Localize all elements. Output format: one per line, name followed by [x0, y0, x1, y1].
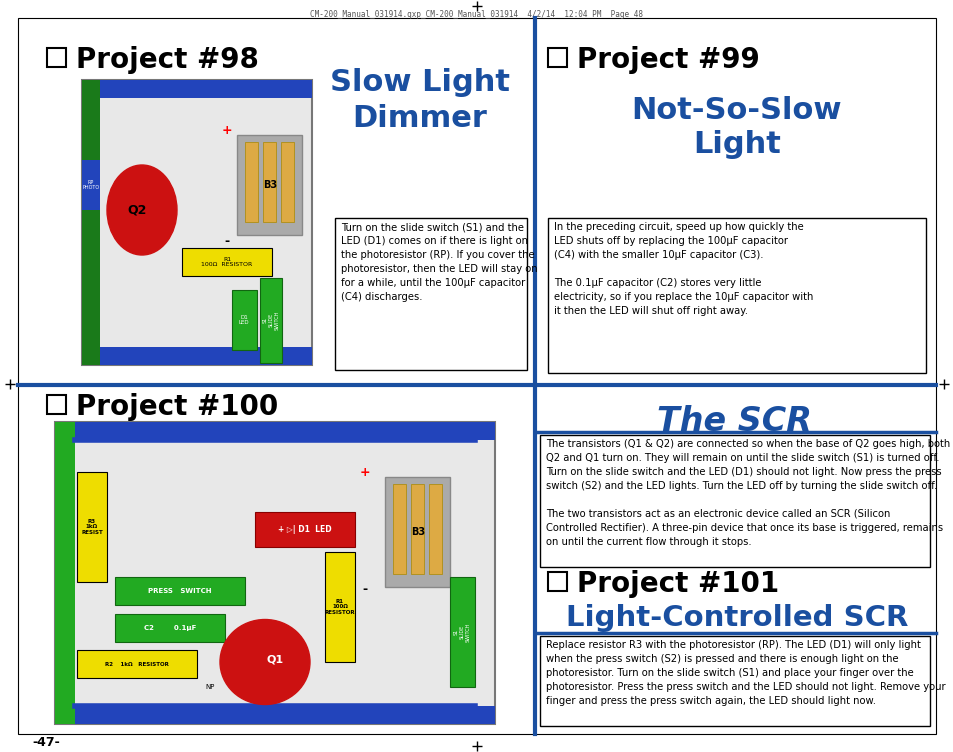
Bar [82, 160, 100, 210]
Text: Slow Light: Slow Light [330, 68, 510, 97]
Bar [539, 636, 929, 726]
Text: The SCR: The SCR [657, 405, 812, 438]
Bar [385, 477, 450, 587]
Text: R3
1kΩ
RESIST: R3 1kΩ RESIST [81, 519, 103, 535]
Text: Project #101: Project #101 [577, 570, 779, 598]
Text: C2        0.1μF: C2 0.1μF [144, 625, 196, 631]
Text: PRESS   SWITCH: PRESS SWITCH [148, 588, 212, 594]
Bar [429, 484, 441, 574]
Bar [47, 48, 66, 67]
Text: B3: B3 [411, 527, 425, 537]
Text: Q1: Q1 [266, 655, 283, 665]
Text: Project #99: Project #99 [577, 46, 759, 74]
Text: Dimmer: Dimmer [353, 104, 487, 133]
Bar [450, 577, 475, 687]
Bar [335, 218, 526, 370]
Text: CM-200_Manual_031914.qxp_CM-200_Manual_031914  4/2/14  12:04 PM  Page 48: CM-200_Manual_031914.qxp_CM-200_Manual_0… [310, 10, 643, 19]
Text: Q2: Q2 [127, 204, 147, 217]
Text: D1
LED: D1 LED [238, 314, 249, 326]
Text: S1
SLIDE
SWITCH: S1 SLIDE SWITCH [262, 311, 279, 329]
Text: B3: B3 [263, 180, 276, 190]
Text: NP: NP [205, 684, 214, 690]
Text: R1
100Ω  RESISTOR: R1 100Ω RESISTOR [201, 256, 253, 268]
Bar [260, 278, 282, 363]
Bar [55, 422, 495, 440]
Text: Light: Light [692, 130, 781, 159]
Text: -: - [224, 235, 230, 248]
Bar [325, 552, 355, 662]
Bar [411, 484, 423, 574]
Bar [236, 135, 302, 235]
Text: Turn on the slide switch (S1) and the
LED (D1) comes on if there is light on
the: Turn on the slide switch (S1) and the LE… [340, 222, 537, 302]
Ellipse shape [220, 620, 310, 705]
Bar [82, 80, 100, 365]
Ellipse shape [107, 165, 177, 255]
Bar [82, 80, 312, 365]
Text: + ▷| D1  LED: + ▷| D1 LED [278, 524, 332, 533]
Bar [547, 572, 566, 591]
Bar [115, 577, 245, 605]
Bar [82, 80, 312, 98]
Text: S1
SLIDE
SWITCH: S1 SLIDE SWITCH [454, 623, 470, 641]
Text: -47-: -47- [32, 736, 60, 749]
Text: The transistors (Q1 & Q2) are connected so when the base of Q2 goes high, both
Q: The transistors (Q1 & Q2) are connected … [545, 439, 949, 547]
Bar [232, 290, 256, 350]
Bar [77, 472, 107, 582]
Text: In the preceding circuit, speed up how quickly the
LED shuts off by replacing th: In the preceding circuit, speed up how q… [554, 222, 813, 316]
Bar [547, 218, 925, 373]
Text: +: + [359, 465, 370, 478]
Bar [281, 142, 294, 222]
Text: Replace resistor R3 with the photoresistor (RP). The LED (D1) will only light
wh: Replace resistor R3 with the photoresist… [545, 640, 944, 706]
Text: R2    1kΩ   RESISTOR: R2 1kΩ RESISTOR [105, 662, 169, 666]
Bar [55, 422, 495, 724]
Text: -: - [362, 584, 367, 596]
Bar [82, 347, 312, 365]
Bar [77, 650, 196, 678]
Bar [55, 706, 495, 724]
Bar [263, 142, 275, 222]
Bar [245, 142, 257, 222]
Text: Project #98: Project #98 [76, 46, 258, 74]
Text: Not-So-Slow: Not-So-Slow [631, 96, 841, 125]
Bar [182, 248, 272, 276]
Text: Light-Controlled SCR: Light-Controlled SCR [565, 604, 907, 632]
Bar [393, 484, 406, 574]
Bar [55, 422, 75, 724]
Bar [539, 435, 929, 567]
Text: RP
PHOTO: RP PHOTO [82, 180, 99, 190]
Bar [47, 395, 66, 414]
Text: +: + [221, 123, 233, 137]
Text: Project #100: Project #100 [76, 393, 278, 421]
Text: R1
100Ω
RESISTOR: R1 100Ω RESISTOR [324, 599, 355, 615]
Bar [254, 512, 355, 547]
Bar [115, 614, 225, 642]
Bar [547, 48, 566, 67]
